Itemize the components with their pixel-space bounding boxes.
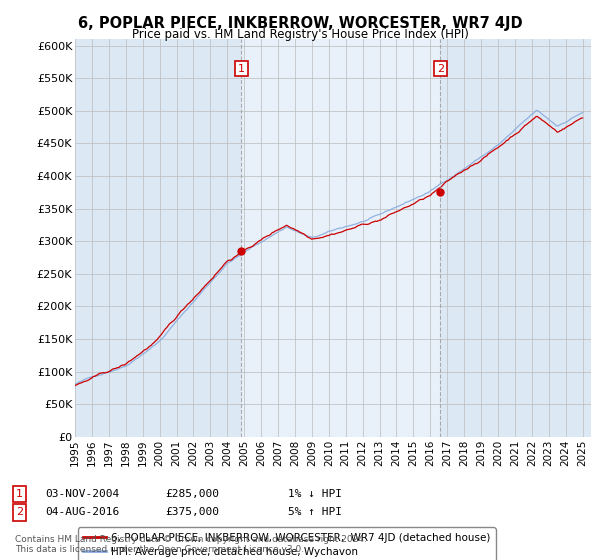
Legend: 6, POPLAR PIECE, INKBERROW, WORCESTER,  WR7 4JD (detached house), HPI: Average p: 6, POPLAR PIECE, INKBERROW, WORCESTER, W… — [77, 528, 496, 560]
Bar — [241, 39, 440, 437]
Text: 03-NOV-2004: 03-NOV-2004 — [45, 489, 119, 499]
Text: Price paid vs. HM Land Registry's House Price Index (HPI): Price paid vs. HM Land Registry's House … — [131, 28, 469, 41]
Text: 5% ↑ HPI: 5% ↑ HPI — [288, 507, 342, 517]
Text: £285,000: £285,000 — [165, 489, 219, 499]
Text: 1: 1 — [238, 63, 245, 73]
Text: 1% ↓ HPI: 1% ↓ HPI — [288, 489, 342, 499]
Text: Contains HM Land Registry data © Crown copyright and database right 2024.
This d: Contains HM Land Registry data © Crown c… — [15, 535, 367, 554]
Text: 2: 2 — [16, 507, 23, 517]
Text: 1: 1 — [16, 489, 23, 499]
Text: 6, POPLAR PIECE, INKBERROW, WORCESTER, WR7 4JD: 6, POPLAR PIECE, INKBERROW, WORCESTER, W… — [77, 16, 523, 31]
Text: £375,000: £375,000 — [165, 507, 219, 517]
Text: 04-AUG-2016: 04-AUG-2016 — [45, 507, 119, 517]
Text: 2: 2 — [437, 63, 444, 73]
